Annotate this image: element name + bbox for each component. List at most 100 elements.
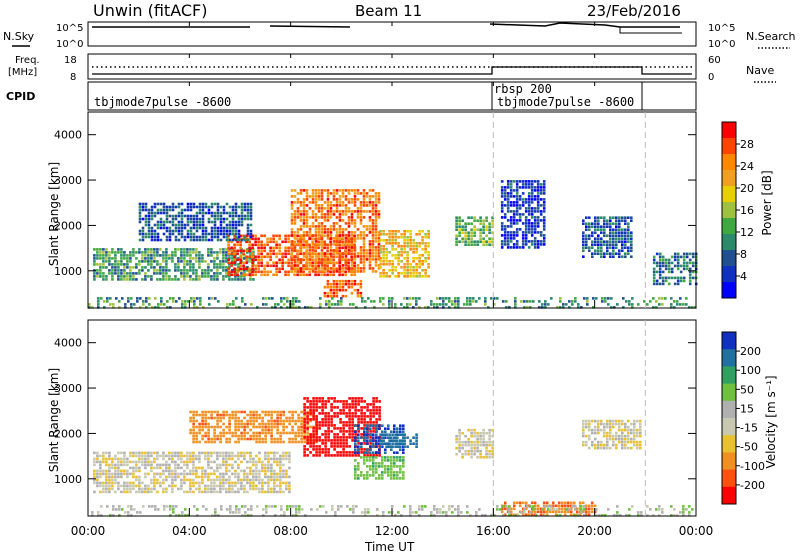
data-cell	[192, 490, 195, 494]
data-cell	[311, 198, 315, 201]
data-cell	[606, 222, 609, 225]
data-cell	[195, 272, 198, 275]
data-cell	[362, 189, 366, 192]
data-cell	[168, 229, 172, 233]
data-cell	[591, 443, 594, 447]
data-cell	[530, 225, 534, 228]
data-cell	[326, 216, 330, 219]
data-cell	[375, 477, 378, 480]
data-cell	[243, 235, 247, 239]
data-cell	[539, 234, 543, 237]
data-cell	[273, 460, 276, 464]
data-cell	[275, 270, 278, 274]
data-cell	[317, 228, 321, 231]
data-cell	[458, 234, 461, 237]
data-cell	[219, 263, 222, 266]
data-cell	[222, 413, 225, 417]
data-cell	[350, 198, 354, 201]
data-cell	[242, 273, 245, 277]
data-cell	[290, 219, 294, 222]
data-cell	[219, 260, 222, 263]
data-cell	[156, 472, 159, 476]
data-cell	[186, 217, 190, 221]
data-cell	[679, 264, 683, 268]
data-cell	[282, 463, 285, 467]
data-cell	[357, 477, 360, 480]
data-cell	[171, 451, 174, 455]
data-cell	[372, 436, 375, 439]
data-cell	[470, 228, 473, 231]
data-cell	[165, 275, 168, 278]
data-cell	[201, 425, 204, 429]
data-cell	[536, 183, 540, 186]
data-cell	[288, 451, 291, 455]
data-cell	[99, 272, 102, 275]
data-cell	[329, 228, 333, 231]
data-cell	[341, 234, 345, 237]
data-cell	[302, 231, 306, 234]
data-cell	[201, 422, 204, 426]
data-cell	[192, 422, 195, 426]
data-cell	[234, 263, 237, 266]
data-cell	[159, 223, 163, 227]
data-cell	[515, 231, 519, 234]
data-cell	[195, 217, 199, 221]
data-cell	[368, 201, 372, 204]
data-cell	[117, 484, 120, 488]
data-cell	[187, 300, 190, 303]
data-cell	[455, 225, 458, 228]
data-cell	[290, 264, 294, 267]
data-cell	[318, 439, 321, 442]
data-cell	[321, 448, 324, 451]
data-cell	[612, 234, 615, 237]
data-cell	[464, 440, 467, 444]
data-cell	[521, 198, 525, 201]
data-cell	[688, 279, 692, 283]
data-cell	[372, 459, 375, 462]
data-cell	[219, 272, 222, 275]
data-cell	[321, 403, 324, 406]
data-cell	[315, 425, 318, 429]
data-cell	[612, 243, 615, 246]
data-cell	[679, 276, 683, 280]
data-cell	[348, 454, 351, 457]
data-cell	[326, 234, 330, 237]
data-cell	[180, 451, 183, 455]
data-cell	[317, 240, 320, 244]
data-cell	[275, 273, 278, 277]
data-cell	[373, 300, 376, 303]
data-cell	[515, 204, 519, 207]
data-cell	[275, 234, 278, 238]
data-cell	[317, 192, 321, 195]
data-cell	[679, 279, 683, 283]
data-cell	[609, 240, 612, 243]
data-cell	[266, 261, 269, 265]
data-cell	[263, 270, 266, 274]
data-cell	[323, 246, 326, 250]
data-cell	[403, 297, 406, 300]
data-cell	[591, 419, 594, 423]
data-cell	[153, 484, 156, 488]
data-cell	[266, 273, 269, 277]
data-cell	[530, 513, 534, 517]
data-cell	[676, 279, 680, 283]
data-cell	[354, 412, 357, 415]
data-cell	[341, 267, 345, 270]
data-cell	[317, 246, 320, 250]
data-cell	[133, 303, 136, 306]
data-cell	[488, 437, 491, 441]
data-cell	[246, 208, 250, 212]
data-cell	[312, 448, 315, 451]
data-cell	[381, 474, 384, 477]
velocity-data-cells	[91, 397, 694, 517]
data-cell	[171, 208, 175, 212]
data-cell	[234, 416, 237, 420]
data-cell	[307, 306, 310, 309]
data-cell	[473, 446, 476, 450]
data-cell	[582, 231, 585, 234]
data-cell	[350, 234, 354, 237]
data-cell	[466, 300, 469, 303]
data-cell	[490, 297, 493, 300]
data-cell	[582, 249, 585, 252]
data-cell	[306, 412, 309, 415]
